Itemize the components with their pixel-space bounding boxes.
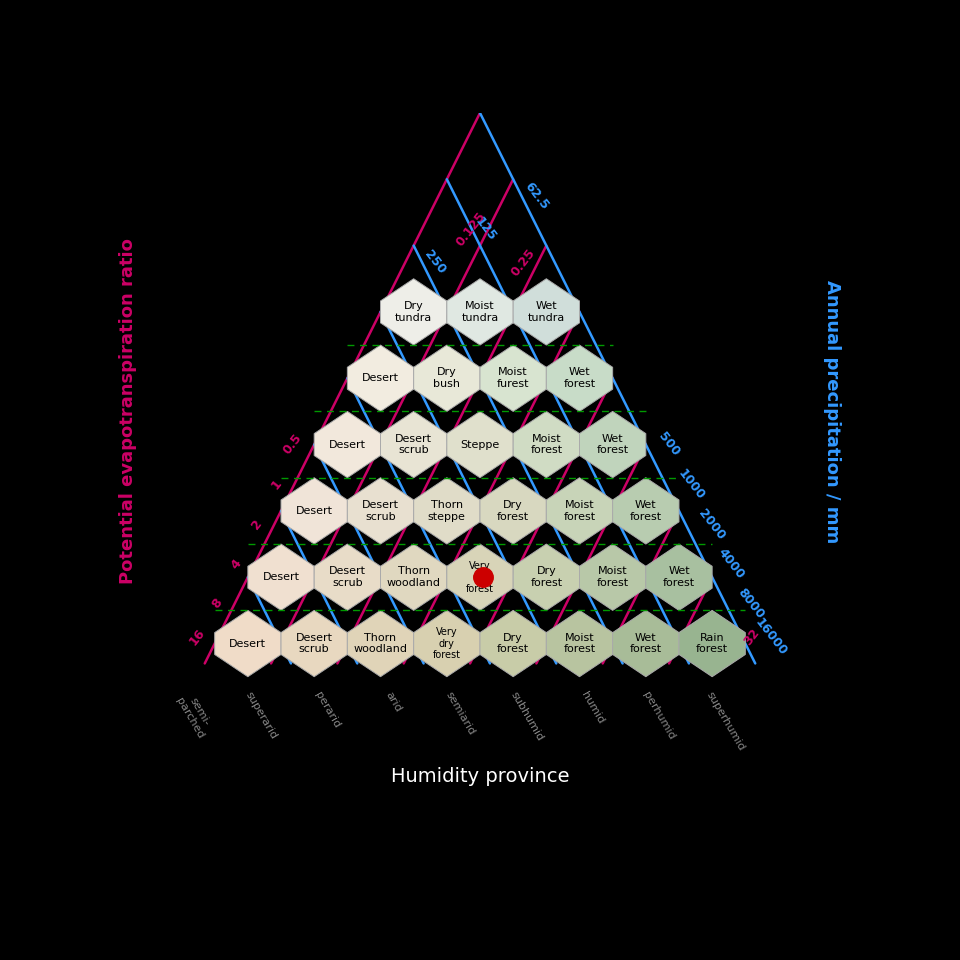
Text: semi-
parched: semi- parched xyxy=(174,690,216,740)
Polygon shape xyxy=(380,412,446,478)
Polygon shape xyxy=(679,611,745,677)
Text: perhumid: perhumid xyxy=(641,690,677,741)
Text: Wet
forest: Wet forest xyxy=(663,566,695,588)
Polygon shape xyxy=(348,478,414,544)
Text: Desert: Desert xyxy=(329,440,366,449)
Text: Wet
forest: Wet forest xyxy=(630,633,661,655)
Polygon shape xyxy=(348,611,414,677)
Polygon shape xyxy=(281,611,348,677)
Text: Dry
forest: Dry forest xyxy=(497,500,529,521)
Text: superarid: superarid xyxy=(244,690,278,741)
Text: 250: 250 xyxy=(422,248,448,276)
Text: Steppe: Steppe xyxy=(461,440,499,449)
Polygon shape xyxy=(580,412,646,478)
Text: superhumid: superhumid xyxy=(705,690,746,753)
Text: Desert: Desert xyxy=(262,572,300,582)
Polygon shape xyxy=(514,278,580,345)
Polygon shape xyxy=(546,611,612,677)
Text: Desert
scrub: Desert scrub xyxy=(329,566,366,588)
Text: 0.5: 0.5 xyxy=(280,432,304,457)
Text: Moist
forest: Moist forest xyxy=(564,500,595,521)
Text: Moist
forest: Moist forest xyxy=(530,434,563,455)
Text: 1: 1 xyxy=(269,477,284,492)
Text: 8: 8 xyxy=(209,596,225,612)
Text: Moist
forest: Moist forest xyxy=(596,566,629,588)
Text: Desert: Desert xyxy=(229,638,266,649)
Polygon shape xyxy=(248,544,314,611)
Text: Wet
tundra: Wet tundra xyxy=(528,301,564,323)
Text: 0.125: 0.125 xyxy=(453,209,489,249)
Text: Potential evapotranspiration ratio: Potential evapotranspiration ratio xyxy=(119,238,137,585)
Polygon shape xyxy=(414,611,480,677)
Text: Wet
forest: Wet forest xyxy=(596,434,629,455)
Polygon shape xyxy=(480,478,546,544)
Polygon shape xyxy=(580,544,646,611)
Polygon shape xyxy=(314,544,380,611)
Polygon shape xyxy=(546,345,612,412)
Text: Moist
furest: Moist furest xyxy=(497,368,529,389)
Text: semiarid: semiarid xyxy=(444,690,476,737)
Text: Desert
scrub: Desert scrub xyxy=(296,633,333,655)
Polygon shape xyxy=(281,478,348,544)
Polygon shape xyxy=(480,345,546,412)
Polygon shape xyxy=(446,278,514,345)
Text: Desert: Desert xyxy=(362,373,399,383)
Polygon shape xyxy=(380,278,446,345)
Text: humid: humid xyxy=(580,690,606,726)
Text: 4: 4 xyxy=(228,557,245,571)
Text: 8000: 8000 xyxy=(735,586,767,621)
Text: 16000: 16000 xyxy=(752,615,789,659)
Polygon shape xyxy=(446,544,514,611)
Text: 4000: 4000 xyxy=(715,546,747,582)
Text: Dry
bush: Dry bush xyxy=(433,368,461,389)
Polygon shape xyxy=(314,412,380,478)
Text: 32: 32 xyxy=(741,626,762,648)
Polygon shape xyxy=(612,478,679,544)
Text: Very
dry
forest: Very dry forest xyxy=(466,561,494,594)
Text: Rain
forest: Rain forest xyxy=(696,633,729,655)
Text: Thorn
steppe: Thorn steppe xyxy=(428,500,466,521)
Text: Moist
forest: Moist forest xyxy=(564,633,595,655)
Text: 2: 2 xyxy=(249,516,264,532)
Text: 16: 16 xyxy=(187,626,208,648)
Text: Moist
tundra: Moist tundra xyxy=(462,301,498,323)
Text: Wet
forest: Wet forest xyxy=(630,500,661,521)
Text: 62.5: 62.5 xyxy=(521,180,551,212)
Polygon shape xyxy=(646,544,712,611)
Polygon shape xyxy=(215,611,281,677)
Text: 125: 125 xyxy=(471,215,498,243)
Polygon shape xyxy=(514,412,580,478)
Polygon shape xyxy=(380,544,446,611)
Text: perarid: perarid xyxy=(313,690,342,730)
Polygon shape xyxy=(480,611,546,677)
Text: Desert
scrub: Desert scrub xyxy=(396,434,432,455)
Text: Desert: Desert xyxy=(296,506,333,516)
Text: subhumid: subhumid xyxy=(508,690,544,743)
Text: Wet
forest: Wet forest xyxy=(564,368,595,389)
Polygon shape xyxy=(348,345,414,412)
Polygon shape xyxy=(514,544,580,611)
Polygon shape xyxy=(546,478,612,544)
Text: Very
dry
forest: Very dry forest xyxy=(433,627,461,660)
Text: Desert
scrub: Desert scrub xyxy=(362,500,399,521)
Text: 500: 500 xyxy=(656,430,683,459)
Text: Thorn
woodland: Thorn woodland xyxy=(387,566,441,588)
Polygon shape xyxy=(414,478,480,544)
Text: Dry
tundra: Dry tundra xyxy=(396,301,432,323)
Text: Thorn
woodland: Thorn woodland xyxy=(353,633,407,655)
Text: Dry
forest: Dry forest xyxy=(497,633,529,655)
Text: Humidity province: Humidity province xyxy=(391,767,569,785)
Polygon shape xyxy=(446,412,514,478)
Text: 0.25: 0.25 xyxy=(509,246,538,278)
Text: Annual precipitation / mm: Annual precipitation / mm xyxy=(823,279,841,543)
Polygon shape xyxy=(414,345,480,412)
Polygon shape xyxy=(612,611,679,677)
Text: Dry
forest: Dry forest xyxy=(530,566,563,588)
Text: 2000: 2000 xyxy=(696,506,728,542)
Text: 1000: 1000 xyxy=(676,467,708,502)
Text: arid: arid xyxy=(384,690,403,714)
